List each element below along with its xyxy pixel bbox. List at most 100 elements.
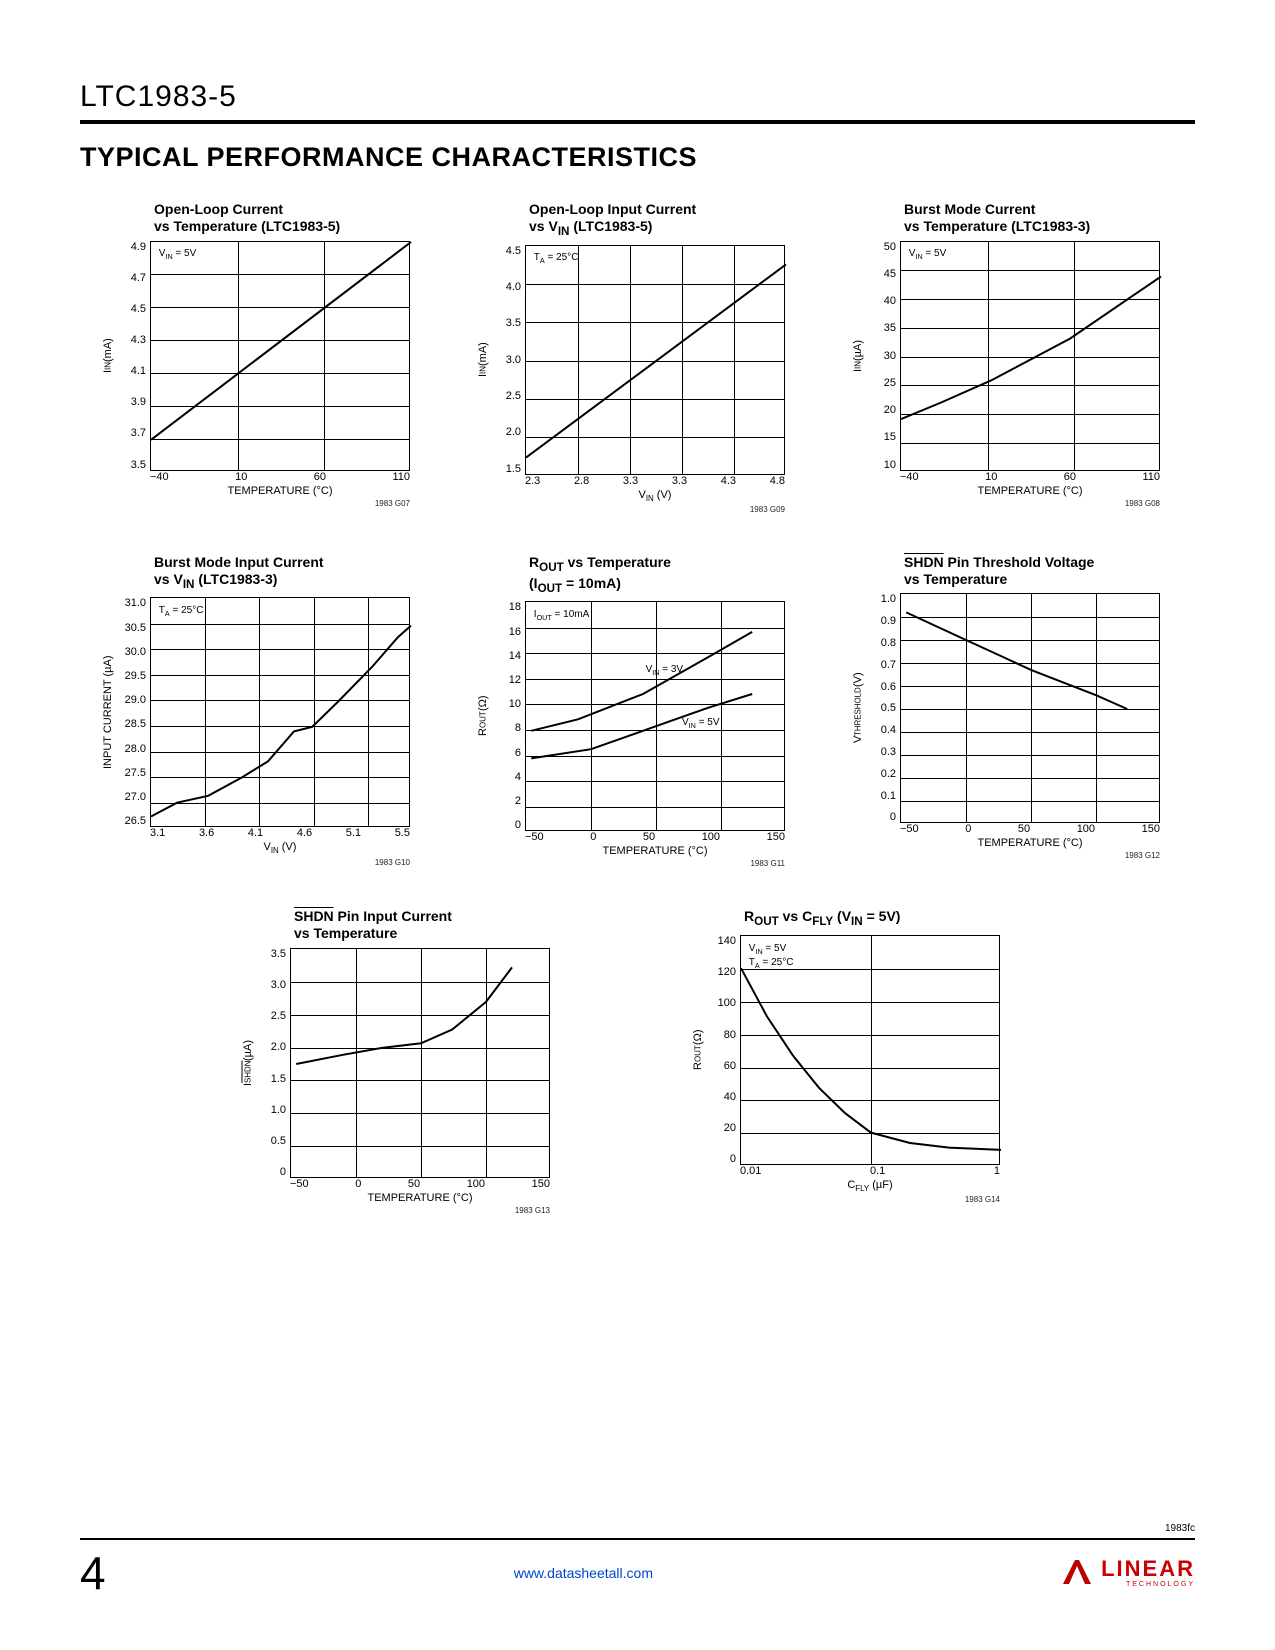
x-tick: 10 [985, 471, 997, 483]
figure-id: 1983 G13 [290, 1206, 550, 1215]
x-axis-label: VIN (V) [150, 841, 410, 855]
y-tick: 0.1 [866, 790, 896, 802]
x-tick: 10 [235, 471, 247, 483]
y-axis-label: IIN (mA) [475, 245, 491, 475]
x-ticks: −401060110 [150, 471, 410, 483]
x-tick: −50 [900, 823, 919, 835]
y-tick: 1.5 [491, 463, 521, 475]
x-tick: 5.5 [395, 827, 410, 839]
x-axis-label: TEMPERATURE (°C) [290, 1192, 550, 1204]
x-tick: 0.01 [740, 1165, 761, 1177]
y-tick: 30.5 [116, 622, 146, 634]
x-ticks: 0.010.11 [740, 1165, 1000, 1177]
x-tick: 4.3 [721, 475, 736, 487]
chart-g07: Open-Loop Currentvs Temperature (LTC1983… [100, 201, 430, 514]
y-tick: 6 [491, 747, 521, 759]
condition-label: VIN = 5V [682, 717, 720, 731]
y-tick: 2.5 [256, 1010, 286, 1022]
y-tick: 25 [866, 377, 896, 389]
x-ticks: −401060110 [900, 471, 1160, 483]
y-tick: 4 [491, 771, 521, 783]
figure-id: 1983 G14 [740, 1195, 1000, 1204]
y-tick: 35 [866, 322, 896, 334]
x-tick: −40 [900, 471, 919, 483]
chart-g08: Burst Mode Currentvs Temperature (LTC198… [850, 201, 1180, 514]
y-tick: 40 [866, 295, 896, 307]
chart-g13: SHDN Pin Input Currentvs TemperatureISHD… [240, 908, 570, 1215]
y-tick: 4.0 [491, 281, 521, 293]
y-tick: 31.0 [116, 597, 146, 609]
y-tick: 8 [491, 722, 521, 734]
y-tick: 4.7 [116, 272, 146, 284]
y-tick: 15 [866, 431, 896, 443]
chart-g12: SHDN Pin Threshold Voltagevs Temperature… [850, 554, 1180, 869]
logo-subtext: TECHNOLOGY [1101, 1581, 1195, 1588]
y-tick: 20 [706, 1122, 736, 1134]
y-tick: 40 [706, 1091, 736, 1103]
y-ticks: 3.53.02.52.01.51.00.50 [256, 948, 290, 1178]
x-tick: 4.8 [770, 475, 785, 487]
condition-label: VIN = 5V [159, 248, 197, 262]
y-tick: 1.5 [256, 1073, 286, 1085]
section-title: TYPICAL PERFORMANCE CHARACTERISTICS [80, 142, 1195, 173]
y-ticks: 181614121086420 [491, 601, 525, 831]
chart-row-3: SHDN Pin Input Currentvs TemperatureISHD… [240, 908, 1195, 1215]
chart-title: Open-Loop Currentvs Temperature (LTC1983… [154, 201, 430, 235]
x-tick: 2.8 [574, 475, 589, 487]
x-axis-label: TEMPERATURE (°C) [150, 485, 410, 497]
y-tick: 3.5 [491, 317, 521, 329]
footer-url[interactable]: www.datasheetall.com [514, 1565, 653, 1581]
y-tick: 4.3 [116, 334, 146, 346]
x-tick: 150 [1142, 823, 1160, 835]
plot-area: IOUT = 10mAVIN = 3VVIN = 5V [525, 601, 785, 831]
x-tick: 60 [314, 471, 326, 483]
x-tick: 4.1 [248, 827, 263, 839]
chart-g11: ROUT vs Temperature(IOUT = 10mA)ROUT (Ω)… [475, 554, 805, 869]
plot-area: VIN = 5VTA = 25°C [740, 935, 1000, 1165]
doc-code: 1983fc [80, 1523, 1195, 1534]
chart-title: Open-Loop Input Currentvs VIN (LTC1983-5… [529, 201, 805, 239]
y-ticks: 4.94.74.54.34.13.93.73.5 [116, 241, 150, 471]
footer: 1983fc 4 www.datasheetall.com LINEAR TEC… [80, 1523, 1195, 1600]
page-number: 4 [80, 1546, 106, 1600]
y-axis-label: ROUT (Ω) [475, 601, 491, 831]
x-tick: 0 [590, 831, 596, 843]
y-tick: 4.5 [116, 303, 146, 315]
y-tick: 3.9 [116, 396, 146, 408]
y-tick: 2 [491, 795, 521, 807]
y-tick: 50 [866, 241, 896, 253]
x-tick: −40 [150, 471, 169, 483]
y-tick: 60 [706, 1060, 736, 1072]
y-tick: 120 [706, 966, 736, 978]
plot-area: TA = 25°C [525, 245, 785, 475]
part-number: LTC1983-5 [80, 80, 1195, 114]
y-tick: 0 [256, 1166, 286, 1178]
y-ticks: 31.030.530.029.529.028.528.027.527.026.5 [116, 597, 150, 827]
plot-area: TA = 25°C [150, 597, 410, 827]
x-tick: 3.6 [199, 827, 214, 839]
y-tick: 27.0 [116, 791, 146, 803]
y-tick: 3.5 [256, 948, 286, 960]
chart-g09: Open-Loop Input Currentvs VIN (LTC1983-5… [475, 201, 805, 514]
y-tick: 0.8 [866, 637, 896, 649]
condition-label: VIN = 5VTA = 25°C [749, 943, 794, 970]
x-tick: 1 [994, 1165, 1000, 1177]
chart-title: Burst Mode Input Currentvs VIN (LTC1983-… [154, 554, 430, 592]
chart-title: SHDN Pin Input Currentvs Temperature [294, 908, 570, 942]
y-axis-label: VTHRESHOLD (V) [850, 593, 866, 823]
y-tick: 0.2 [866, 768, 896, 780]
y-ticks: 1.00.90.80.70.60.50.40.30.20.10 [866, 593, 900, 823]
y-tick: 3.0 [491, 354, 521, 366]
y-tick: 0 [706, 1153, 736, 1165]
y-tick: 2.0 [491, 426, 521, 438]
x-tick: 50 [643, 831, 655, 843]
figure-id: 1983 G11 [525, 859, 785, 868]
y-tick: 2.5 [491, 390, 521, 402]
y-axis-label: INPUT CURRENT (µA) [100, 597, 116, 827]
x-tick: 0 [355, 1178, 361, 1190]
y-tick: 0.5 [866, 702, 896, 714]
chart-title: ROUT vs CFLY (VIN = 5V) [744, 908, 1020, 929]
x-tick: 2.3 [525, 475, 540, 487]
y-tick: 28.5 [116, 718, 146, 730]
figure-id: 1983 G08 [900, 499, 1160, 508]
